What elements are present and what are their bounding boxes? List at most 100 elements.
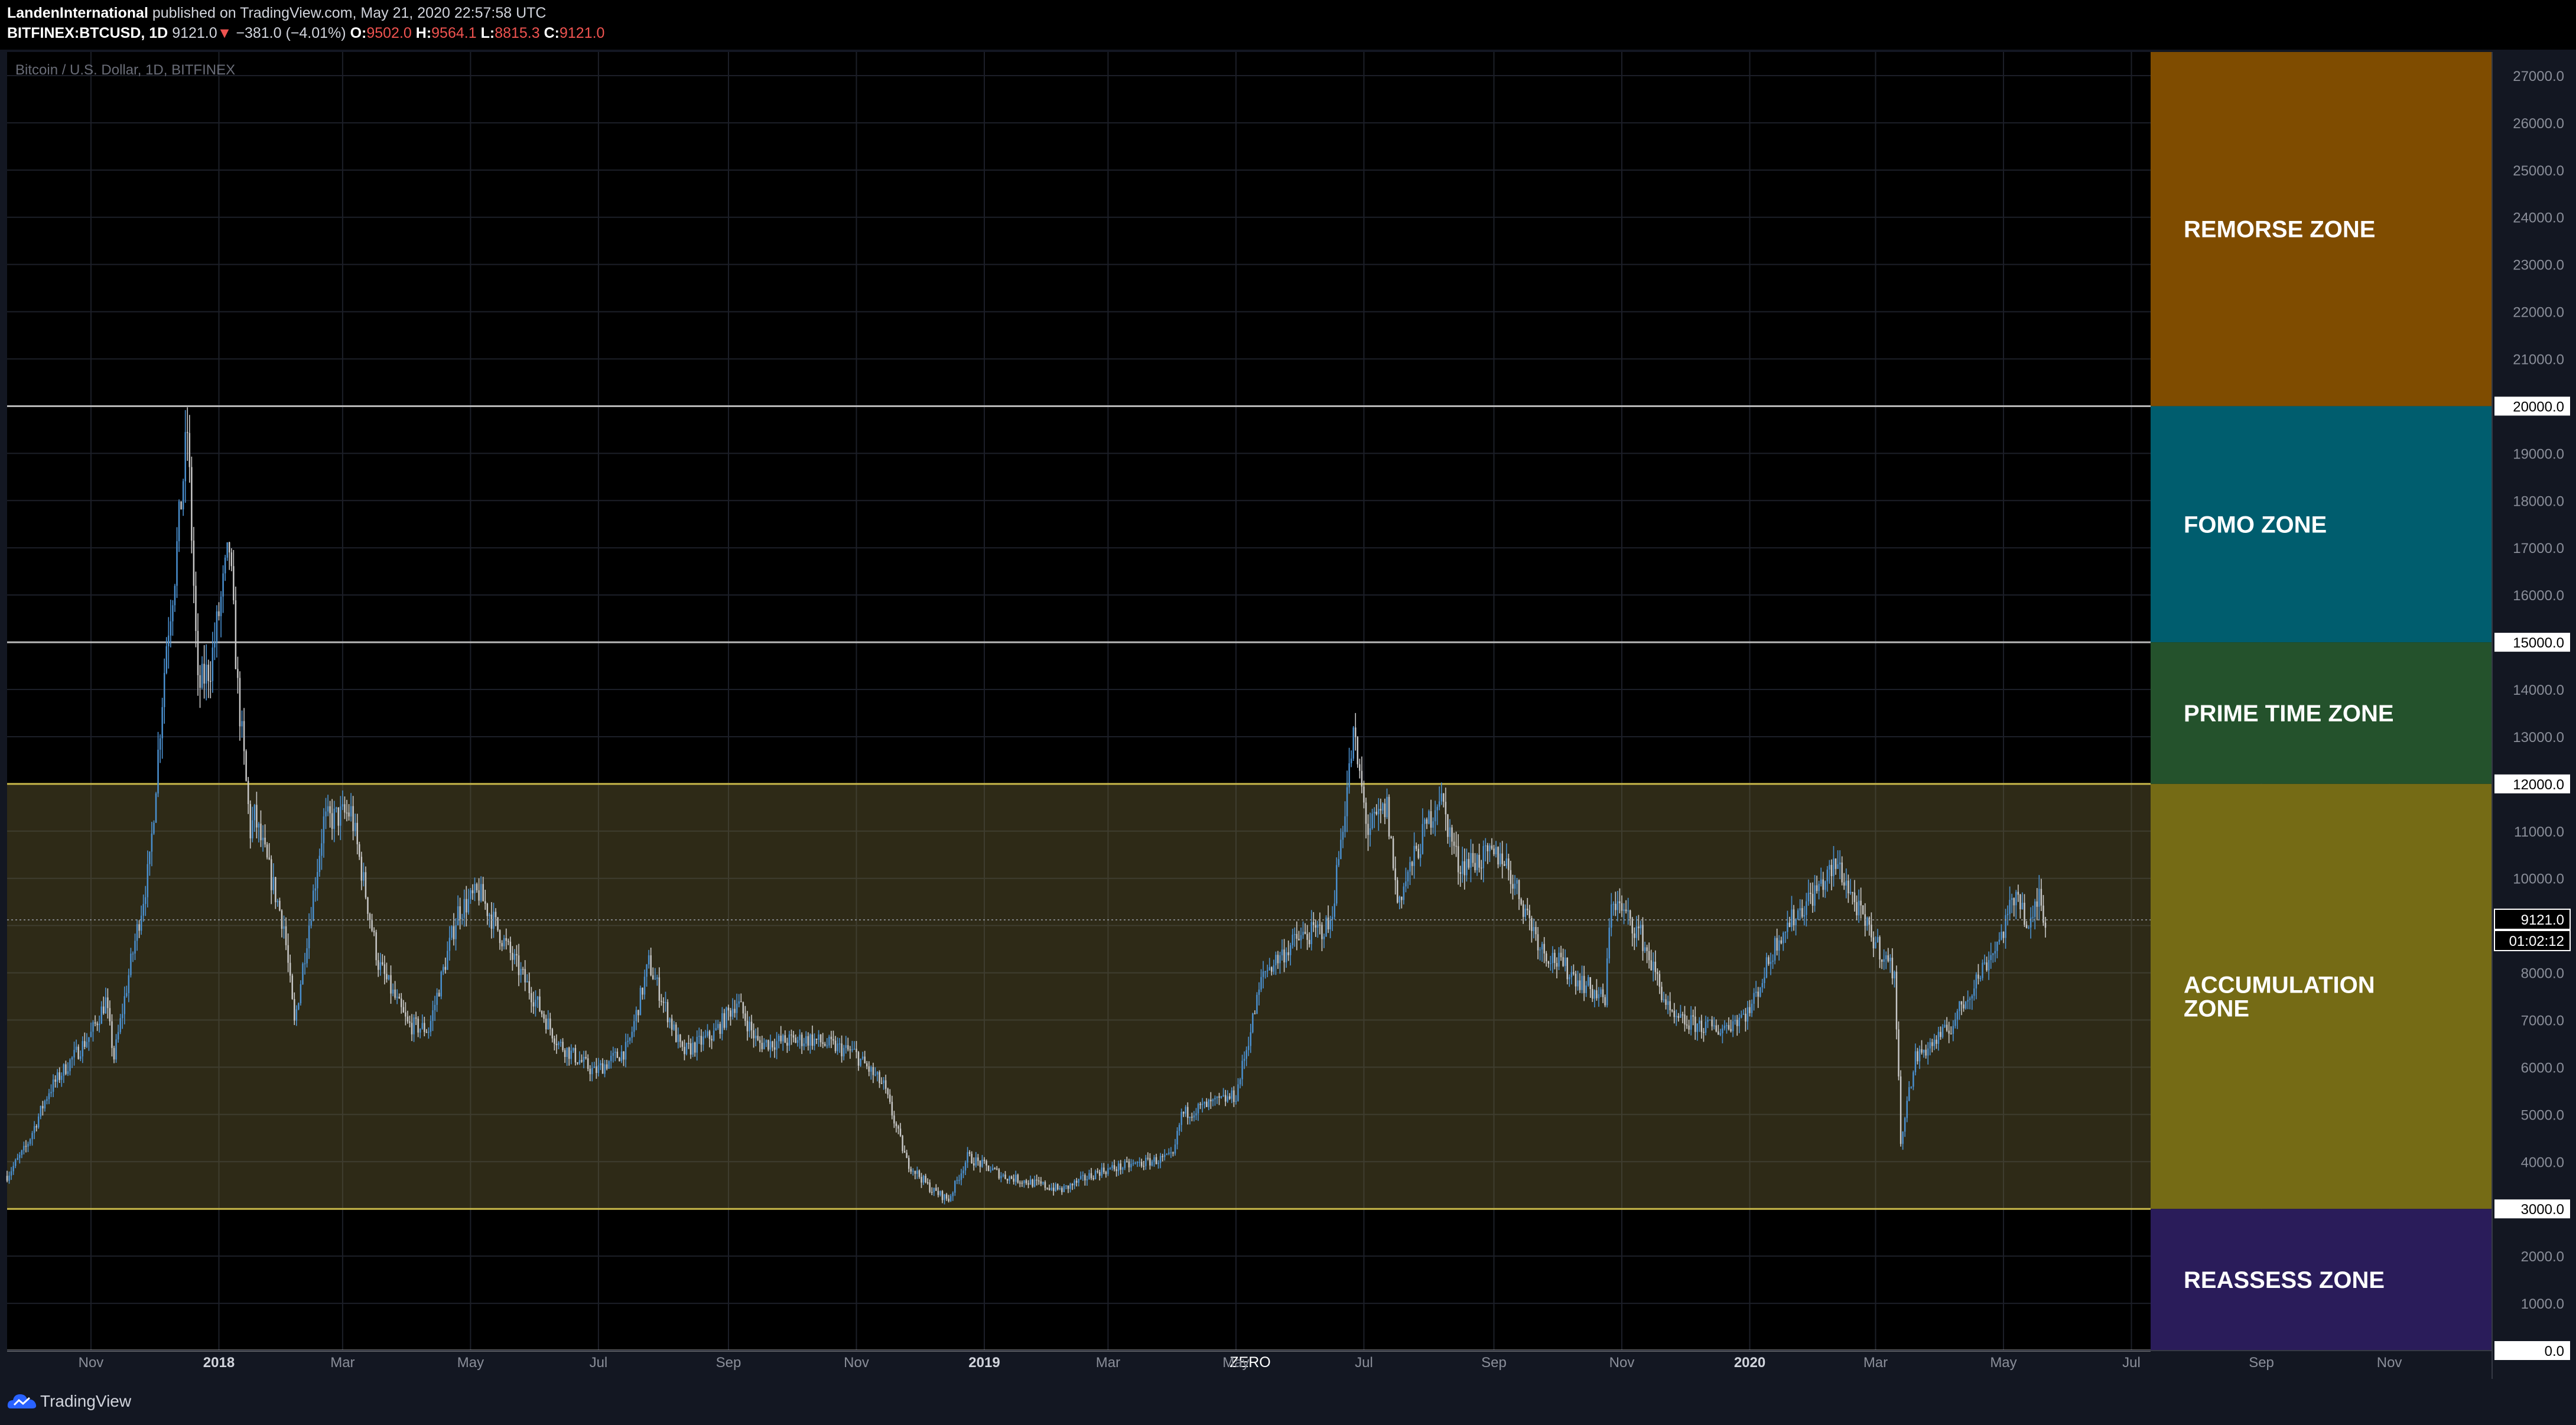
candle-body bbox=[796, 1040, 799, 1043]
candle-body bbox=[1208, 1099, 1210, 1107]
candle-body bbox=[1875, 942, 1876, 949]
candle-body bbox=[421, 1023, 424, 1029]
candle-body bbox=[1988, 959, 1990, 971]
candle-body bbox=[1923, 1049, 1925, 1053]
candle-body bbox=[734, 1008, 736, 1013]
candle-body bbox=[1201, 1104, 1204, 1105]
candle-body bbox=[1176, 1131, 1178, 1145]
candle-body bbox=[1688, 1025, 1690, 1030]
candle-body bbox=[837, 1043, 838, 1052]
candle-body bbox=[1105, 1172, 1107, 1175]
candle-body bbox=[8, 1175, 10, 1181]
y-boundary-label: 15000.0 bbox=[2513, 635, 2564, 651]
candle-body bbox=[1569, 977, 1570, 980]
candle-body bbox=[1407, 871, 1409, 881]
candle-body bbox=[1321, 925, 1323, 939]
candle-body bbox=[295, 1009, 298, 1021]
candle-body bbox=[1564, 957, 1566, 967]
candle-body bbox=[1979, 978, 1982, 980]
candle-body bbox=[1524, 909, 1526, 917]
candle-body bbox=[105, 997, 107, 1014]
candle-body bbox=[48, 1093, 50, 1099]
candle-body bbox=[1986, 962, 1988, 971]
candle-body bbox=[1036, 1179, 1037, 1181]
candle-body bbox=[1533, 927, 1535, 931]
tradingview-cloud-icon[interactable] bbox=[7, 1391, 38, 1412]
candle-body bbox=[1818, 883, 1820, 892]
candle-body bbox=[1742, 1013, 1745, 1015]
candle-body bbox=[1876, 937, 1879, 942]
candle-body bbox=[1445, 802, 1447, 815]
candle-body bbox=[1657, 972, 1658, 974]
candle-body bbox=[2032, 917, 2034, 918]
chart-header: LandenInternational published on Trading… bbox=[0, 0, 2576, 50]
candle-body bbox=[406, 1016, 409, 1021]
candle-body bbox=[163, 673, 165, 707]
candle-body bbox=[2017, 892, 2019, 895]
candle-body bbox=[1539, 949, 1541, 951]
author-name[interactable]: LandenInternational bbox=[7, 5, 148, 21]
candle-body bbox=[694, 1042, 696, 1053]
candle-body bbox=[1629, 910, 1631, 919]
candle-body bbox=[648, 955, 650, 965]
candle-body bbox=[1895, 971, 1898, 1030]
candle-body bbox=[1292, 935, 1294, 945]
candle-body bbox=[1772, 960, 1774, 962]
price-chart[interactable]: ZERO REMORSE ZONE FOMO ZONE PRIME TIME ZON… bbox=[0, 50, 2576, 1379]
candle-body bbox=[513, 954, 516, 960]
candle-body bbox=[310, 920, 312, 926]
candle-body bbox=[1940, 1032, 1941, 1037]
publish-info: LandenInternational published on Trading… bbox=[7, 5, 546, 22]
candle-body bbox=[121, 1014, 123, 1019]
candle-body bbox=[482, 884, 484, 902]
candle-body bbox=[1470, 853, 1472, 868]
x-tick-label: Mar bbox=[330, 1355, 354, 1371]
candle-body bbox=[98, 1023, 100, 1026]
candle-body bbox=[1952, 1026, 1954, 1034]
candle-body bbox=[65, 1064, 67, 1074]
candle-body bbox=[235, 600, 237, 669]
candle-body bbox=[2042, 905, 2044, 923]
candle-body bbox=[1006, 1179, 1009, 1181]
candle-body bbox=[27, 1144, 29, 1147]
y-tick-label: 14000.0 bbox=[2513, 682, 2564, 698]
candle-body bbox=[352, 806, 354, 831]
candle-body bbox=[1046, 1188, 1048, 1189]
candle-body bbox=[304, 963, 306, 965]
candle-body bbox=[1837, 864, 1839, 869]
candle-body bbox=[763, 1042, 765, 1049]
candle-body bbox=[1959, 1001, 1960, 1011]
candle-body bbox=[1745, 1013, 1746, 1022]
candle-body bbox=[1098, 1172, 1101, 1176]
x-tick-label: May bbox=[457, 1355, 484, 1371]
candle-body bbox=[902, 1136, 903, 1151]
y-boundary-badge bbox=[2494, 396, 2570, 416]
candle-body bbox=[1983, 962, 1986, 964]
candle-body bbox=[1784, 932, 1787, 933]
tradingview-brand[interactable]: TradingView bbox=[40, 1392, 132, 1410]
candle-body bbox=[1480, 867, 1482, 869]
candle-body bbox=[1122, 1167, 1124, 1170]
candle-body bbox=[805, 1036, 807, 1044]
candle-body bbox=[90, 1032, 92, 1037]
candle-body bbox=[1853, 892, 1856, 902]
candle-body bbox=[1350, 758, 1352, 764]
candle-body bbox=[564, 1050, 566, 1058]
candle-body bbox=[260, 824, 262, 841]
candle-body bbox=[1396, 880, 1398, 903]
candle-body bbox=[444, 967, 447, 970]
candle-body bbox=[210, 681, 212, 682]
candle-body bbox=[776, 1041, 778, 1050]
candle-body bbox=[1040, 1181, 1042, 1184]
candle-body bbox=[1185, 1107, 1186, 1114]
candle-body bbox=[1770, 961, 1772, 964]
candle-body bbox=[40, 1106, 42, 1117]
candle-body bbox=[807, 1036, 809, 1046]
candle-body bbox=[744, 1013, 746, 1021]
candle-body bbox=[88, 1037, 90, 1042]
candle-body bbox=[541, 1011, 543, 1014]
candle-body bbox=[1172, 1152, 1174, 1154]
low-label: L: bbox=[480, 25, 495, 41]
candle-body bbox=[1061, 1188, 1063, 1192]
x-tick-label: 2020 bbox=[1734, 1355, 1765, 1371]
